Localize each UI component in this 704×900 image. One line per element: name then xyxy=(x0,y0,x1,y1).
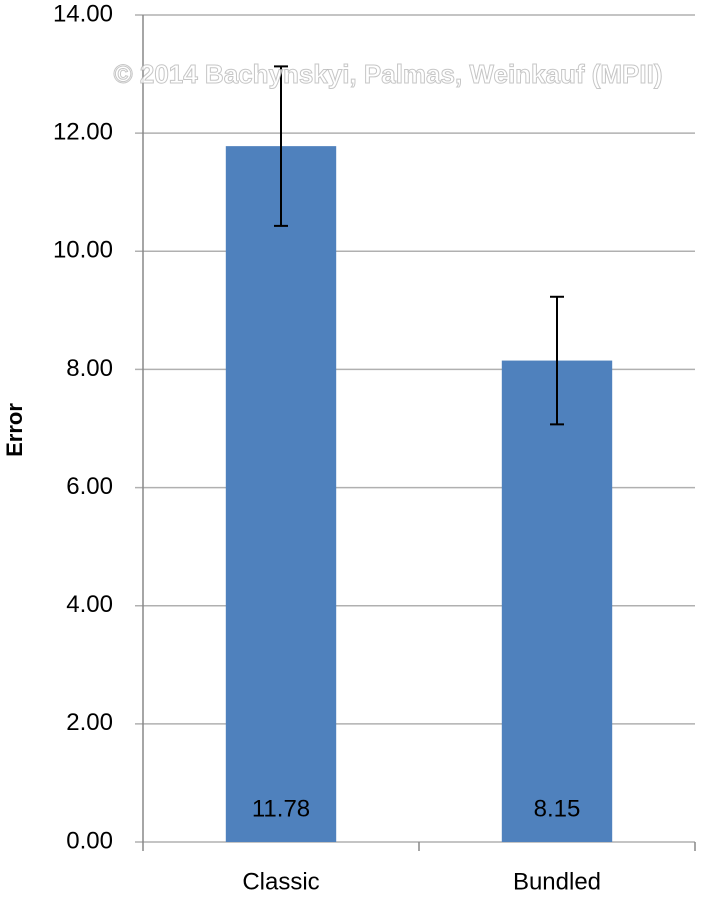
watermark: © 2014 Bachynskyi, Palmas, Weinkauf (MPI… xyxy=(113,59,662,89)
y-tick-label: 0.00 xyxy=(66,827,113,854)
y-tick-label: 2.00 xyxy=(66,709,113,736)
y-tick-label: 14.00 xyxy=(53,0,113,27)
value-label: 8.15 xyxy=(534,795,581,822)
error-bar xyxy=(274,65,288,227)
bar xyxy=(501,360,613,842)
y-axis-label: Error xyxy=(2,403,27,457)
y-tick-label: 8.00 xyxy=(66,355,113,382)
value-label: 11.78 xyxy=(252,795,310,822)
error-bar xyxy=(550,295,564,426)
x-tick-label: Classic xyxy=(242,868,319,895)
y-tick-label: 6.00 xyxy=(66,473,113,500)
bar xyxy=(225,146,337,843)
y-tick-label: 10.00 xyxy=(53,237,113,264)
x-tick-label: Bundled xyxy=(513,868,601,895)
y-tick-label: 4.00 xyxy=(66,591,113,618)
y-tick-label: 12.00 xyxy=(53,118,113,145)
